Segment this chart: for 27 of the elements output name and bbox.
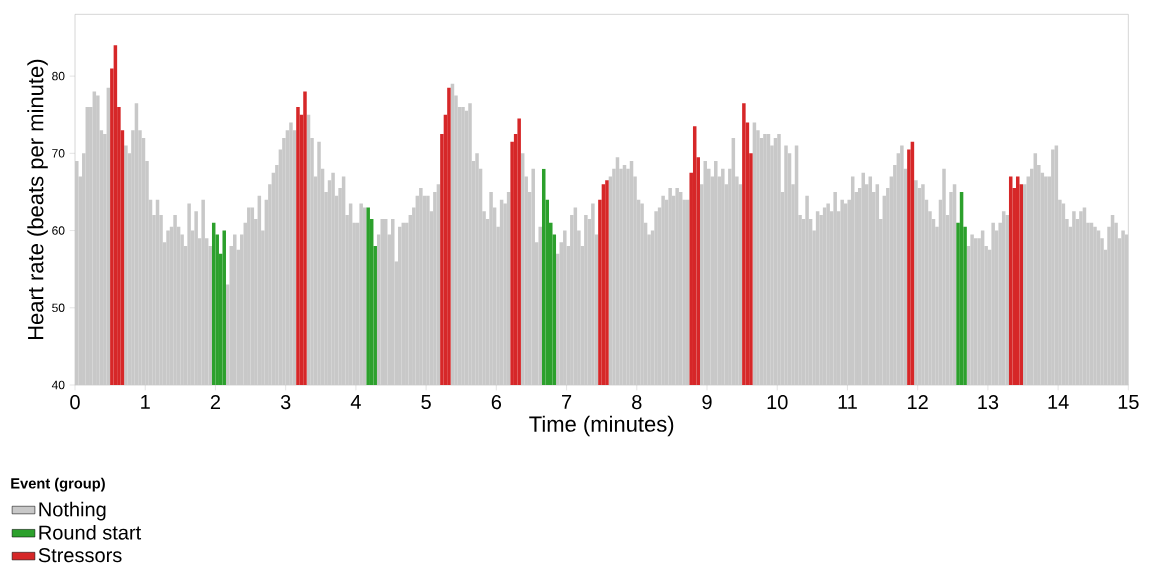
legend-label: Round start: [39, 524, 142, 540]
x-tick-label: 12: [908, 395, 928, 410]
x-tick-label: 9: [702, 395, 712, 410]
x-tick-label: 7: [562, 395, 572, 409]
x-tick-label: 2: [210, 395, 221, 410]
x-axis-title: Time (minutes): [529, 415, 674, 437]
x-tick-label: 5: [421, 395, 431, 409]
x-tick-label: 6: [491, 395, 502, 410]
y-tick-label: 80: [52, 71, 65, 81]
x-tick-label: 10: [767, 395, 788, 410]
y-axis-title: Heart rate (beats per minute): [27, 59, 48, 340]
y-tick-label: 50: [52, 303, 65, 313]
legend-label: Nothing: [39, 501, 106, 521]
y-tick-label: 40: [51, 380, 65, 390]
legend-title: Event (group): [11, 477, 105, 492]
y-tick-label: 70: [52, 149, 65, 158]
x-tick-label: 4: [350, 395, 361, 409]
x-tick-label: 8: [632, 395, 642, 410]
x-tick-label: 14: [1048, 395, 1069, 409]
x-tick-label: 13: [978, 395, 999, 410]
x-tick-label: 11: [838, 395, 857, 409]
legend-label: Stressors: [38, 548, 122, 563]
x-tick-label: 1: [141, 395, 150, 409]
x-tick-label: 0: [70, 395, 80, 410]
y-tick-label: 60: [52, 226, 65, 235]
x-tick-label: 15: [1118, 395, 1139, 409]
x-tick-label: 3: [280, 395, 291, 410]
